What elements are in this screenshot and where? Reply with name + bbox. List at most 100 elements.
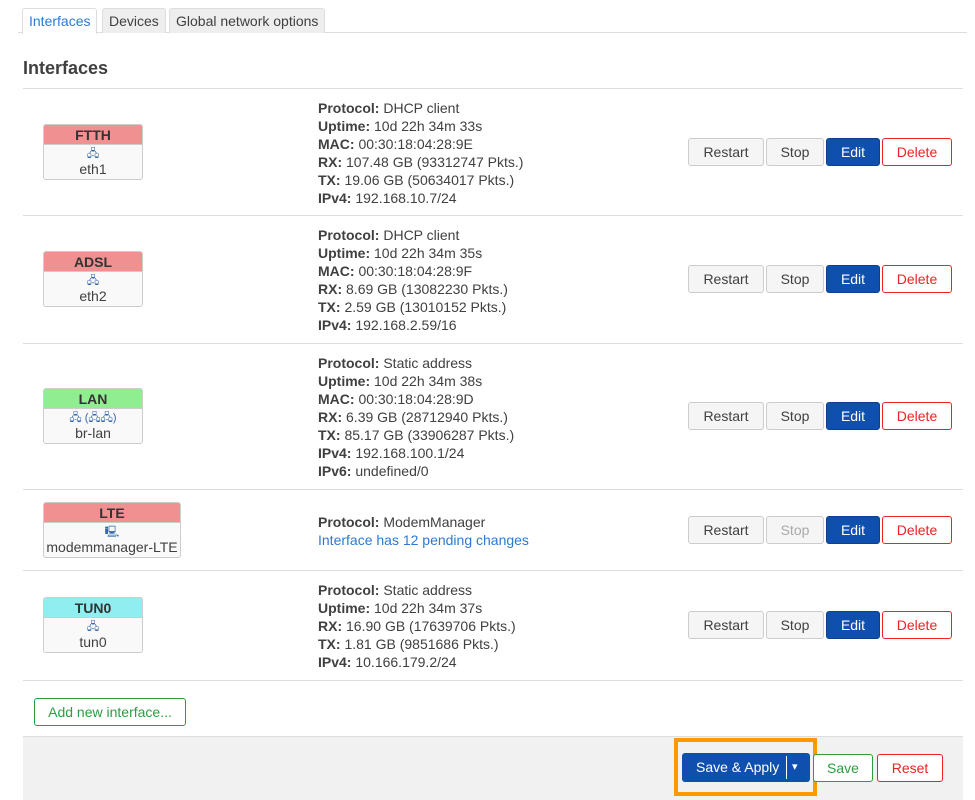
restart-button[interactable]: Restart	[688, 516, 764, 544]
detail-value: 6.39 GB (28712940 Pkts.)	[346, 409, 508, 425]
detail-label: RX:	[318, 618, 343, 634]
interface-row: FTTH 🖧 eth1 Protocol: DHCP client Uptime:…	[23, 88, 963, 216]
detail-line: Uptime: 10d 22h 34m 33s	[318, 117, 523, 135]
interface-badge: LTE 🖳 modemmanager-LTE	[43, 502, 181, 558]
detail-label: IPv4:	[318, 654, 352, 670]
detail-line: Protocol: Static address	[318, 354, 514, 372]
ethernet-port-icon: 🖧	[86, 148, 100, 160]
device-name: eth2	[79, 288, 107, 304]
detail-line: TX: 85.17 GB (33906287 Pkts.)	[318, 426, 514, 444]
tab-global-network-options[interactable]: Global network options	[169, 8, 326, 33]
restart-button[interactable]: Restart	[688, 265, 764, 293]
detail-label: Uptime:	[318, 118, 371, 134]
pending-changes-link[interactable]: Interface has 12 pending changes	[318, 532, 529, 548]
save-button[interactable]: Save	[813, 754, 873, 782]
interface-name: ADSL	[44, 252, 142, 272]
dropdown-caret-icon[interactable]: ▾	[792, 761, 798, 773]
detail-line: Protocol: Static address	[318, 581, 516, 599]
edit-button[interactable]: Edit	[826, 265, 880, 293]
interface-details: Protocol: DHCP client Uptime: 10d 22h 34m…	[318, 99, 523, 207]
detail-label: Uptime:	[318, 373, 371, 389]
interface-row: LAN 🖧 (🖧🖧) br-lan Protocol: Static addre…	[23, 343, 963, 490]
stop-button[interactable]: Stop	[766, 138, 824, 166]
detail-label: IPv6:	[318, 463, 352, 479]
detail-value: 19.06 GB (50634017 Pkts.)	[344, 172, 515, 188]
detail-value: 85.17 GB (33906287 Pkts.)	[344, 427, 515, 443]
modem-icon: 🖳	[104, 526, 120, 538]
interface-badge: FTTH 🖧 eth1	[43, 124, 143, 180]
detail-label: Protocol:	[318, 582, 380, 598]
delete-button[interactable]: Delete	[882, 265, 952, 293]
detail-line: Uptime: 10d 22h 34m 38s	[318, 372, 514, 390]
delete-button[interactable]: Delete	[882, 516, 952, 544]
interface-badge: LAN 🖧 (🖧🖧) br-lan	[43, 388, 143, 444]
edit-button[interactable]: Edit	[826, 138, 880, 166]
ethernet-port-icon: 🖧	[86, 621, 100, 633]
divider	[23, 680, 963, 681]
delete-button[interactable]: Delete	[882, 611, 952, 639]
tab-devices[interactable]: Devices	[102, 8, 166, 33]
delete-button[interactable]: Delete	[882, 402, 952, 430]
detail-line: Uptime: 10d 22h 34m 37s	[318, 599, 516, 617]
detail-label: MAC:	[318, 391, 355, 407]
detail-value: Static address	[383, 355, 473, 371]
detail-value: 10d 22h 34m 35s	[374, 245, 483, 261]
restart-button[interactable]: Restart	[688, 138, 764, 166]
interface-badge: ADSL 🖧 eth2	[43, 251, 143, 307]
delete-button[interactable]: Delete	[882, 138, 952, 166]
edit-button[interactable]: Edit	[826, 611, 880, 639]
detail-line: RX: 8.69 GB (13082230 Pkts.)	[318, 280, 508, 298]
restart-button[interactable]: Restart	[688, 402, 764, 430]
detail-line: TX: 1.81 GB (9851686 Pkts.)	[318, 635, 516, 653]
detail-line: RX: 6.39 GB (28712940 Pkts.)	[318, 408, 514, 426]
edit-button[interactable]: Edit	[826, 402, 880, 430]
divider	[23, 343, 963, 344]
divider	[23, 88, 963, 89]
divider	[23, 570, 963, 571]
interface-row: TUN0 🖧 tun0 Protocol: Static address Upti…	[23, 570, 963, 681]
detail-label: TX:	[318, 636, 341, 652]
detail-line: RX: 107.48 GB (93312747 Pkts.)	[318, 153, 523, 171]
save-apply-button[interactable]: Save & Apply ▾	[682, 753, 810, 782]
detail-label: IPv4:	[318, 445, 352, 461]
ethernet-port-icon: 🖧	[86, 275, 100, 287]
detail-label: RX:	[318, 281, 343, 297]
device-name: tun0	[79, 634, 107, 650]
stop-button: Stop	[766, 516, 824, 544]
detail-label: TX:	[318, 427, 341, 443]
stop-button[interactable]: Stop	[766, 611, 824, 639]
restart-button[interactable]: Restart	[688, 611, 764, 639]
save-apply-label[interactable]: Save & Apply	[696, 759, 780, 775]
detail-value: ModemManager	[383, 514, 486, 530]
stop-button[interactable]: Stop	[766, 265, 824, 293]
detail-label: Protocol:	[318, 227, 380, 243]
detail-value: 10.166.179.2/24	[355, 654, 457, 670]
detail-value: 8.69 GB (13082230 Pkts.)	[346, 281, 508, 297]
interface-name: LAN	[44, 389, 142, 409]
interface-details: Protocol: Static address Uptime: 10d 22h …	[318, 581, 516, 671]
add-interface-button[interactable]: Add new interface...	[34, 698, 186, 726]
detail-value: 192.168.10.7/24	[355, 190, 457, 206]
detail-line: IPv4: 192.168.100.1/24	[318, 444, 514, 462]
interface-row: LTE 🖳 modemmanager-LTE Protocol: ModemMa…	[23, 489, 963, 571]
edit-button[interactable]: Edit	[826, 516, 880, 544]
detail-label: RX:	[318, 154, 343, 170]
bridge-icon: 🖧 (🖧🖧)	[69, 412, 117, 424]
detail-line: IPv4: 192.168.10.7/24	[318, 189, 523, 207]
stop-button[interactable]: Stop	[766, 402, 824, 430]
interface-name: TUN0	[44, 598, 142, 618]
tab-bar: Interfaces Devices Global network option…	[18, 8, 967, 34]
detail-line: Protocol: DHCP client	[318, 226, 508, 244]
device-name: eth1	[79, 161, 107, 177]
detail-value: 16.90 GB (17639706 Pkts.)	[346, 618, 516, 634]
detail-line: Uptime: 10d 22h 34m 35s	[318, 244, 508, 262]
detail-value: undefined/0	[355, 463, 429, 479]
divider	[786, 756, 787, 779]
detail-label: MAC:	[318, 263, 355, 279]
detail-value: 1.81 GB (9851686 Pkts.)	[344, 636, 499, 652]
tab-interfaces[interactable]: Interfaces	[22, 8, 98, 34]
detail-label: Protocol:	[318, 355, 380, 371]
detail-line: MAC: 00:30:18:04:28:9F	[318, 262, 508, 280]
detail-line: Protocol: ModemManager	[318, 513, 529, 531]
reset-button[interactable]: Reset	[877, 754, 943, 782]
